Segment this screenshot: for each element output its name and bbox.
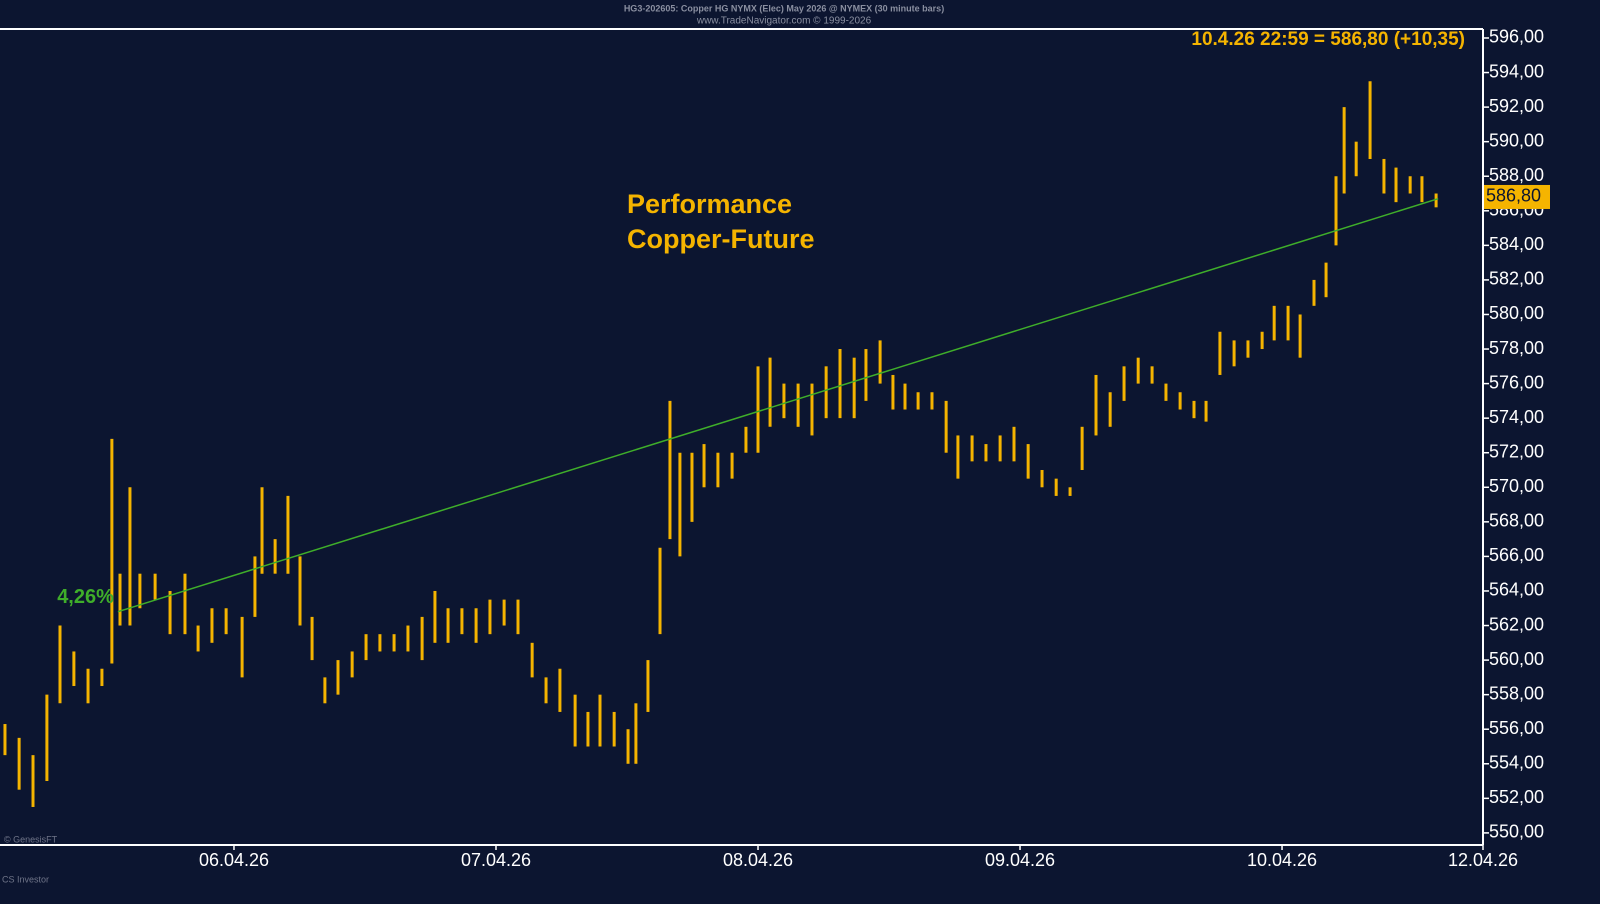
- y-tick-label: 560,00: [1489, 649, 1544, 669]
- x-tick-label: 08.04.26: [723, 850, 793, 870]
- chart-subtitle: www.TradeNavigator.com © 1999-2026: [696, 16, 872, 27]
- y-tick-label: 572,00: [1489, 441, 1544, 461]
- footer: © GenesisFT: [4, 834, 58, 844]
- x-tick-label: 06.04.26: [199, 850, 269, 870]
- y-tick-label: 550,00: [1489, 822, 1544, 842]
- y-tick-label: 564,00: [1489, 580, 1544, 600]
- y-tick-label: 578,00: [1489, 338, 1544, 358]
- header-label: 10.4.26 22:59 = 586,80 (+10,35): [1191, 29, 1465, 50]
- y-tick-label: 556,00: [1489, 718, 1544, 738]
- y-tick-label: 554,00: [1489, 753, 1544, 773]
- x-tick-label: 12.04.26: [1448, 850, 1518, 870]
- y-tick-label: 570,00: [1489, 476, 1544, 496]
- footer: CS Investor: [2, 874, 49, 884]
- y-tick-label: 568,00: [1489, 511, 1544, 531]
- y-tick-label: 552,00: [1489, 787, 1544, 807]
- last-price-label: 586,80: [1486, 186, 1541, 206]
- y-tick-label: 576,00: [1489, 372, 1544, 392]
- annotation: Copper-Future: [627, 224, 814, 254]
- y-tick-label: 590,00: [1489, 130, 1544, 150]
- trendline: [117, 197, 1439, 613]
- y-tick-label: 574,00: [1489, 407, 1544, 427]
- y-tick-label: 558,00: [1489, 683, 1544, 703]
- last-price-tag: [1484, 184, 1550, 209]
- x-tick-label: 09.04.26: [985, 850, 1055, 870]
- y-tick-label: 582,00: [1489, 269, 1544, 289]
- y-tick-label: 566,00: [1489, 545, 1544, 565]
- y-tick-label: 596,00: [1489, 27, 1544, 47]
- y-tick-label: 592,00: [1489, 96, 1544, 116]
- chart-title: HG3-202605: Copper HG NYMX (Elec) May 20…: [624, 3, 944, 13]
- y-tick-label: 594,00: [1489, 61, 1544, 81]
- y-tick-label: 584,00: [1489, 234, 1544, 254]
- y-tick-label: 588,00: [1489, 165, 1544, 185]
- x-tick-label: 07.04.26: [461, 850, 531, 870]
- trendline-label: 4,26%: [57, 586, 114, 608]
- y-tick-label: 562,00: [1489, 614, 1544, 634]
- x-tick-label: 10.04.26: [1247, 850, 1317, 870]
- annotation: Performance: [627, 189, 792, 219]
- y-tick-label: 580,00: [1489, 303, 1544, 323]
